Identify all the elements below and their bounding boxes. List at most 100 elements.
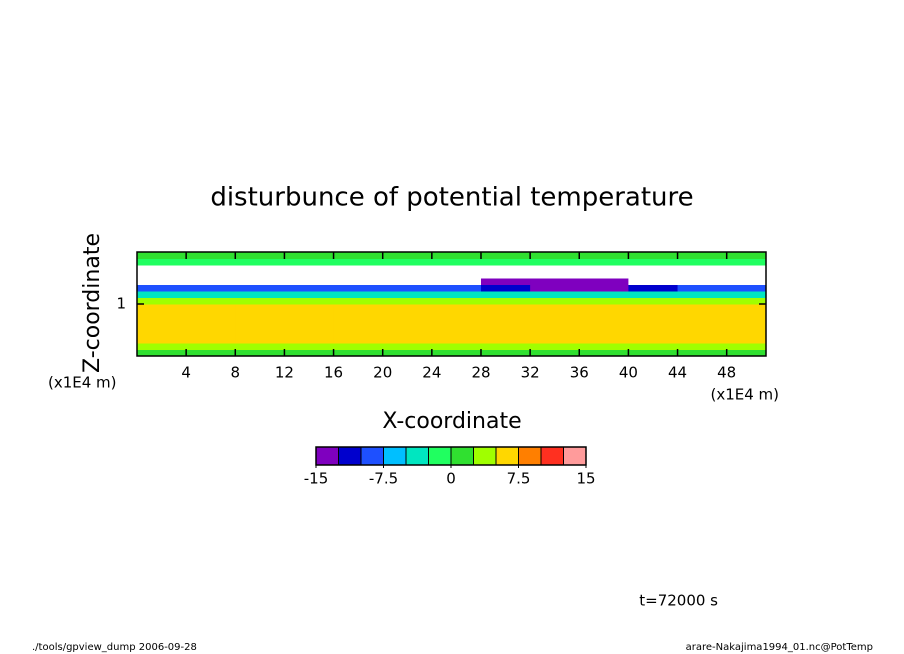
- contour-cell: [431, 291, 482, 298]
- y-unit: (x1E4 m): [48, 374, 117, 392]
- contour-cell: [480, 278, 531, 285]
- contour-cell: [333, 271, 384, 279]
- contour-cell: [628, 284, 679, 292]
- contour-cell: [677, 336, 728, 344]
- contour-cell: [579, 278, 629, 285]
- contour-cell: [530, 310, 580, 318]
- contour-cell: [284, 323, 335, 331]
- colorbar-cell: [383, 446, 407, 466]
- contour-cell: [431, 271, 482, 279]
- colorbar-cell: [450, 446, 474, 466]
- y-axis-label: Z-coordinate: [80, 233, 105, 373]
- x-tick-label: 12: [275, 364, 294, 382]
- contour-cell: [677, 291, 728, 298]
- contour-cell: [333, 297, 384, 305]
- contour-cell: [726, 323, 766, 331]
- contour-cell: [382, 349, 433, 356]
- contour-cell: [480, 258, 531, 266]
- contour-cell: [382, 323, 433, 331]
- contour-cell: [333, 252, 384, 259]
- contour-cell: [480, 349, 531, 356]
- contour-cell: [333, 265, 384, 272]
- contour-cell: [628, 349, 679, 356]
- contour-cell: [530, 323, 580, 331]
- contour-cell: [579, 330, 629, 337]
- contour-cell: [431, 258, 482, 266]
- x-tick-label: 8: [231, 364, 241, 382]
- contour-cell: [382, 343, 433, 350]
- contour-cell: [677, 278, 728, 285]
- contour-cell: [726, 317, 766, 324]
- contour-cell: [137, 343, 187, 350]
- contour-cell: [677, 297, 728, 305]
- contour-cell: [235, 310, 285, 318]
- contour-cell: [382, 284, 433, 292]
- contour-cell: [137, 265, 187, 272]
- contour-cell: [235, 304, 285, 311]
- contour-cell: [726, 252, 766, 259]
- contour-cell: [480, 265, 531, 272]
- contour-cell: [284, 349, 335, 356]
- contour-cell: [628, 265, 679, 272]
- contour-cell: [333, 304, 384, 311]
- colorbar-cell: [315, 446, 339, 466]
- contour-cell: [186, 258, 236, 266]
- contour-cell: [480, 284, 531, 292]
- contour-cell: [382, 265, 433, 272]
- time-annotation: t=72000 s: [639, 592, 718, 610]
- contour-cell: [431, 317, 482, 324]
- contour-cell: [579, 291, 629, 298]
- contour-cell: [480, 323, 531, 331]
- x-tick-label: 32: [521, 364, 540, 382]
- colorbar-cell: [428, 446, 452, 466]
- contour-cell: [677, 330, 728, 337]
- contour-cell: [677, 349, 728, 356]
- y-tick-label: 1: [116, 295, 126, 313]
- contour-cell: [284, 317, 335, 324]
- contour-cell: [677, 317, 728, 324]
- contour-cell: [137, 330, 187, 337]
- contour-cell: [530, 284, 580, 292]
- contour-cell: [579, 343, 629, 350]
- contour-cell: [235, 343, 285, 350]
- contour-cell: [628, 343, 679, 350]
- contour-cell: [480, 330, 531, 337]
- contour-cell: [628, 330, 679, 337]
- contour-cell: [186, 271, 236, 279]
- contour-cell: [382, 278, 433, 285]
- contour-cell: [235, 278, 285, 285]
- contour-cell: [431, 284, 482, 292]
- contour-cell: [431, 323, 482, 331]
- contour-cell: [480, 297, 531, 305]
- contour-cell: [333, 317, 384, 324]
- x-tick-label: 40: [619, 364, 638, 382]
- contour-cell: [480, 336, 531, 344]
- contour-cell: [137, 291, 187, 298]
- contour-cell: [284, 258, 335, 266]
- contour-cell: [579, 258, 629, 266]
- contour-cell: [530, 343, 580, 350]
- contour-cell: [628, 310, 679, 318]
- contour-cell: [726, 291, 766, 298]
- contour-field: [137, 252, 766, 356]
- x-tick-label: 20: [373, 364, 392, 382]
- footer-left: ./tools/gpview_dump 2006-09-28: [32, 642, 197, 653]
- contour-cell: [677, 252, 728, 259]
- contour-cell: [480, 271, 531, 279]
- contour-cell: [530, 317, 580, 324]
- contour-cell: [235, 336, 285, 344]
- x-tick-label: 4: [181, 364, 191, 382]
- contour-cell: [480, 252, 531, 259]
- contour-cell: [186, 317, 236, 324]
- contour-cell: [186, 336, 236, 344]
- contour-cell: [284, 297, 335, 305]
- contour-cell: [677, 343, 728, 350]
- contour-cell: [284, 310, 335, 318]
- colorbar-cell: [405, 446, 429, 466]
- contour-cell: [382, 258, 433, 266]
- x-tick-label: 24: [422, 364, 441, 382]
- x-axis-label: X-coordinate: [382, 409, 521, 434]
- contour-cell: [628, 278, 679, 285]
- contour-cell: [333, 330, 384, 337]
- contour-cell: [431, 310, 482, 318]
